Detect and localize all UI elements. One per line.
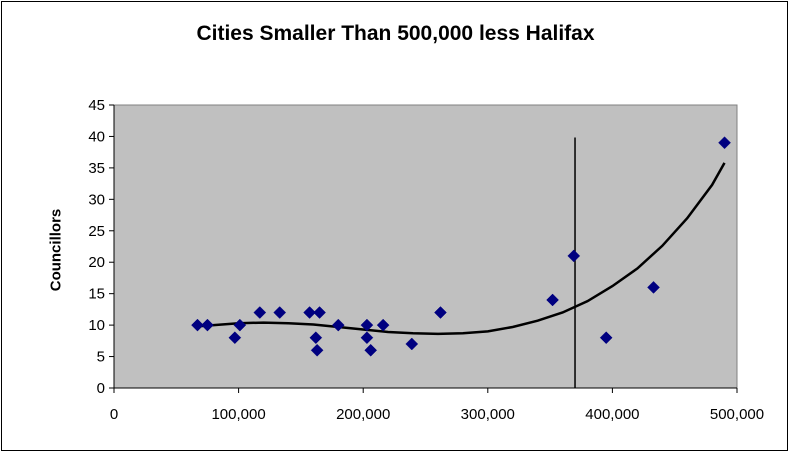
x-tick-label: 300,000 — [461, 406, 515, 423]
y-tick-label: 0 — [97, 380, 105, 397]
x-tick-label: 500,000 — [710, 406, 764, 423]
data-point — [405, 337, 419, 351]
data-point — [360, 318, 374, 332]
data-point — [376, 318, 390, 332]
x-tick-labels: 0 100,000 200,000 300,000 400,000 500,000 — [110, 406, 764, 423]
data-point — [228, 331, 242, 345]
y-tick-label: 25 — [88, 223, 105, 240]
y-tick-label: 40 — [88, 128, 105, 145]
y-tick-label: 35 — [88, 160, 105, 177]
data-point — [364, 343, 378, 357]
y-tick-label: 30 — [88, 191, 105, 208]
data-point — [273, 306, 287, 319]
trendline — [197, 162, 726, 336]
data-point — [233, 318, 247, 332]
data-point — [718, 136, 731, 150]
data-point — [313, 306, 326, 319]
data-point — [567, 249, 581, 263]
data-point — [310, 343, 324, 357]
y-tick-label: 15 — [88, 286, 105, 303]
data-point — [331, 318, 345, 332]
chart-title: Cities Smaller Than 500,000 less Halifax — [196, 22, 595, 45]
y-tick-label: 5 — [97, 349, 105, 366]
data-point — [303, 306, 316, 319]
data-point — [309, 331, 323, 345]
x-tick-label: 400,000 — [585, 406, 639, 423]
data-point — [201, 318, 214, 332]
data-points — [191, 136, 731, 357]
x-tick-label: 0 — [110, 406, 118, 423]
y-tick-label: 45 — [88, 97, 105, 114]
data-point — [647, 281, 660, 294]
data-point — [546, 293, 559, 307]
data-point — [434, 306, 447, 319]
axes — [109, 104, 738, 393]
data-point — [191, 318, 204, 332]
x-tick-label: 200,000 — [336, 406, 390, 423]
x-tick-label: 100,000 — [211, 406, 265, 423]
y-tick-label: 10 — [88, 317, 105, 334]
y-tick-labels: 0 5 10 15 20 25 30 35 40 45 — [88, 97, 105, 397]
plot-area — [113, 104, 738, 389]
data-point — [253, 306, 267, 319]
data-point — [360, 331, 374, 345]
y-tick-label: 20 — [88, 254, 105, 271]
data-point — [599, 331, 613, 345]
